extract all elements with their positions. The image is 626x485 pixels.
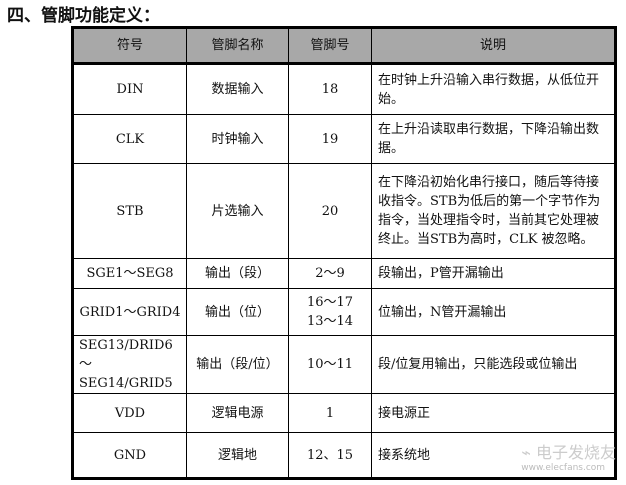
description-cell: 段/位复用输出，只能选段或位输出 — [371, 335, 616, 394]
table-row: CLK 时钟输入 19 在上升沿读取串行数据，下降沿输出数据。 — [72, 114, 616, 164]
header-pin-name: 管脚名称 — [186, 27, 289, 65]
pin-number-cell: 12、15 — [288, 432, 372, 479]
table-row: SEG13/DRID6 ～SEG14/GRID5 输出（段/位） 10～11 段/位复… — [72, 335, 616, 394]
pin-name-cell: 逻辑电源 — [186, 393, 289, 433]
pin-name-cell: 输出（段/位） — [186, 335, 289, 394]
watermark-logo: ⌁ 电子发烧友 www.elecfans.com — [521, 443, 616, 473]
pin-name-cell: 片选输入 — [186, 163, 289, 259]
description-cell: 接电源正 — [371, 393, 616, 433]
header-symbol: 符号 — [72, 27, 187, 65]
description-cell: 接系统地 — [371, 432, 616, 479]
description-cell: 在上升沿读取串行数据，下降沿输出数据。 — [371, 114, 616, 164]
pin-number-cell: 19 — [288, 114, 372, 164]
header-pin-number: 管脚号 — [288, 27, 372, 65]
header-description: 说明 — [371, 27, 616, 65]
pin-number-cell: 18 — [288, 63, 372, 115]
pin-number-cell: 2～9 — [288, 258, 372, 289]
symbol-cell: SEG13/DRID6 ～SEG14/GRID5 — [72, 335, 187, 394]
table-header-row: 符号 管脚名称 管脚号 说明 — [72, 27, 616, 65]
table-row: SGE1～SEG8 输出（段） 2～9 段输出，P管开漏输出 — [72, 258, 616, 289]
pin-number-cell: 1 — [288, 393, 372, 433]
symbol-cell: SGE1～SEG8 — [72, 258, 187, 289]
description-cell: 在时钟上升沿输入串行数据，从低位开始。 — [371, 63, 616, 115]
pin-name-cell: 数据输入 — [186, 63, 289, 115]
pin-name-cell: 输出（位） — [186, 288, 289, 336]
pin-name-cell: 时钟输入 — [186, 114, 289, 164]
pin-number-cell: 16～17 13～14 — [288, 288, 372, 336]
description-cell: 在下降沿初始化串行接口，随后等待接收指令。STB为低后的第一个字节作为指令，当处… — [371, 163, 616, 259]
pin-number-cell: 20 — [288, 163, 372, 259]
pin-number-cell: 10～11 — [288, 335, 372, 394]
description-cell: 位输出，N管开漏输出 — [371, 288, 616, 336]
pin-name-cell: 输出（段） — [186, 258, 289, 289]
symbol-cell: GRID1～GRID4 — [72, 288, 187, 336]
section-heading: 四、管脚功能定义： — [7, 6, 160, 26]
table-row: GND 逻辑地 12、15 接系统地 — [72, 432, 616, 479]
symbol-cell: VDD — [72, 393, 187, 433]
table-row: DIN 数据输入 18 在时钟上升沿输入串行数据，从低位开始。 — [72, 63, 616, 115]
pin-name-cell: 逻辑地 — [186, 432, 289, 479]
symbol-cell: STB — [72, 163, 187, 259]
symbol-cell: CLK — [72, 114, 187, 164]
pin-definition-table: 符号 管脚名称 管脚号 说明 DIN 数据输入 18 在时钟上升沿输入串行数据，从低位… — [71, 26, 617, 480]
symbol-cell: GND — [72, 432, 187, 479]
symbol-cell: DIN — [72, 63, 187, 115]
table-row: GRID1～GRID4 输出（位） 16～17 13～14 位输出，N管开漏输出 — [72, 288, 616, 336]
table-row: VDD 逻辑电源 1 接电源正 — [72, 393, 616, 433]
table-row: STB 片选输入 20 在下降沿初始化串行接口，随后等待接收指令。STB为低后的第一个… — [72, 163, 616, 259]
description-cell: 段输出，P管开漏输出 — [371, 258, 616, 289]
